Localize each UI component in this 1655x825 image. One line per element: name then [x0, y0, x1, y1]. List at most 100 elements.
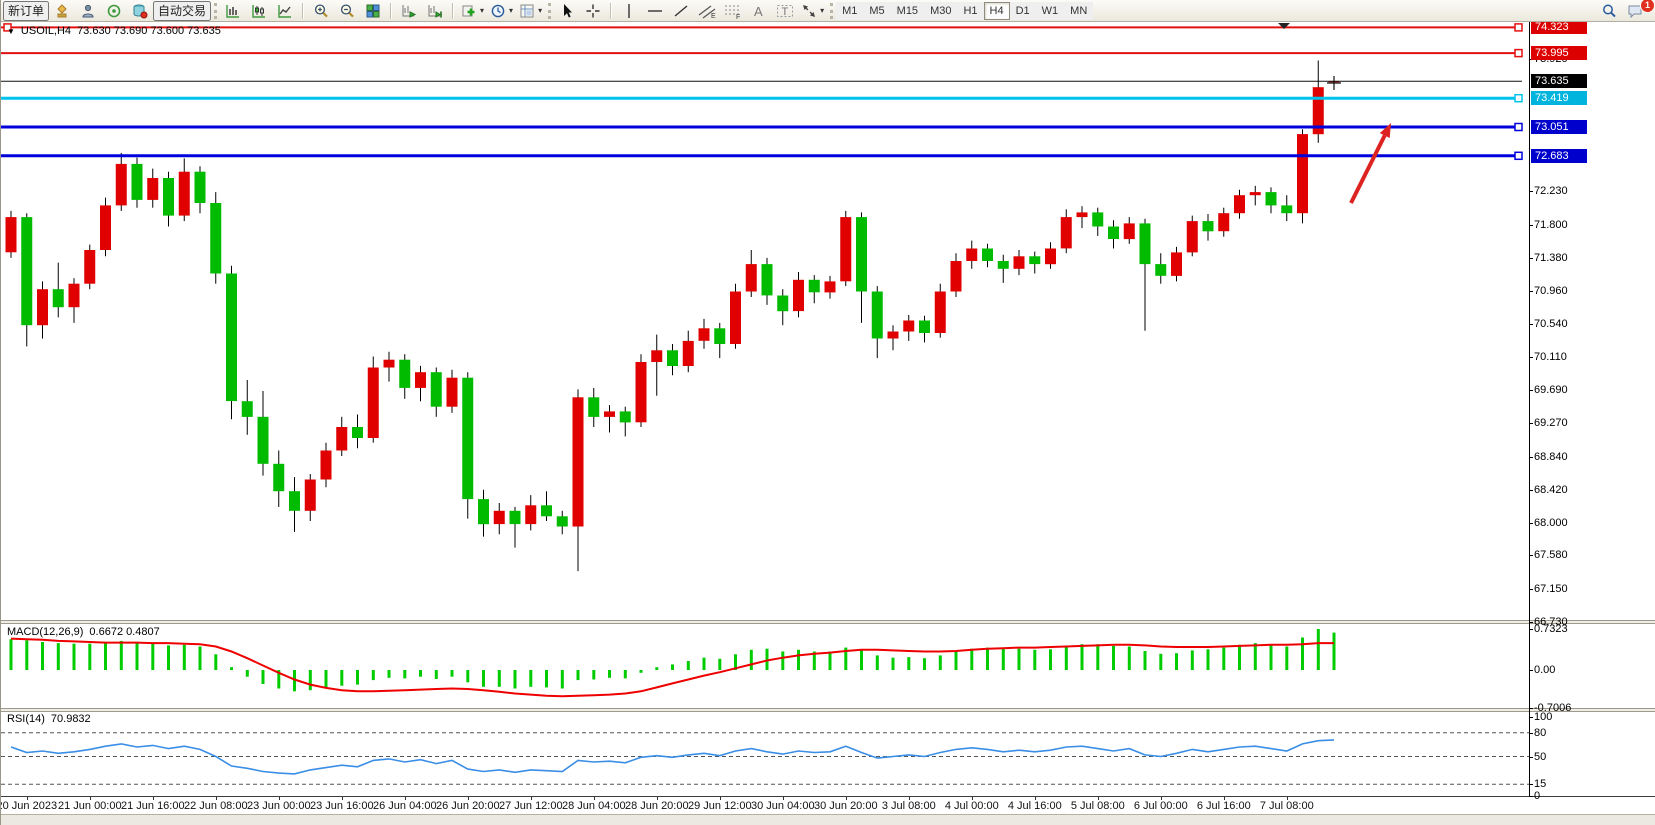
add-indicator-icon[interactable]: ▾	[458, 1, 487, 21]
user-icon[interactable]	[75, 1, 101, 21]
timeframe-m1[interactable]: M1	[836, 1, 864, 20]
templates-icon[interactable]: ▾	[516, 1, 545, 21]
time-tick-label: 26 Jun 20:00	[435, 800, 500, 812]
candle-body	[5, 217, 17, 253]
macd-values: 0.6672 0.4807	[89, 626, 160, 638]
fibonacci-icon[interactable]: F	[720, 1, 746, 21]
candle-body	[619, 411, 631, 423]
arrows-tool-icon[interactable]: ▾	[798, 1, 827, 21]
rsi-axis-label: 0	[1534, 790, 1541, 802]
main-chart-canvas[interactable]	[1, 22, 1529, 620]
timeframe-mn[interactable]: MN	[1064, 1, 1094, 20]
macd-histogram-bar	[356, 670, 359, 685]
trend-arrow-annotation[interactable]	[1349, 134, 1387, 204]
rsi-panel-canvas[interactable]	[1, 712, 1529, 796]
timeframe-h4[interactable]: H4	[983, 1, 1010, 20]
candle-body	[21, 217, 33, 326]
candle-body	[241, 401, 253, 417]
cursor-icon[interactable]	[554, 1, 580, 21]
price-badge-73.635: 73.635	[1531, 74, 1587, 89]
bar-chart-icon[interactable]	[220, 1, 246, 21]
panel-separator[interactable]	[1, 708, 1655, 712]
candle-body	[808, 279, 820, 293]
timeframe-m30[interactable]: M30	[924, 1, 958, 20]
trendline-icon[interactable]	[668, 1, 694, 21]
time-axis-border	[1, 796, 1655, 797]
timeframe-h1[interactable]: H1	[957, 1, 984, 20]
macd-histogram-bar	[1285, 646, 1289, 670]
text-tool-icon[interactable]: A	[746, 1, 772, 21]
zoom-out-icon[interactable]	[334, 1, 360, 21]
macd-histogram-bar	[466, 670, 470, 683]
time-tick-dash	[971, 797, 973, 800]
toolbar-separator	[390, 2, 393, 19]
macd-axis-label: 0.00	[1534, 664, 1556, 676]
chart-shift-marker-icon[interactable]	[1278, 23, 1290, 29]
periods-icon[interactable]: ▾	[487, 1, 516, 21]
candle-body	[1155, 264, 1167, 276]
candle-body	[115, 163, 127, 206]
notification-badge: 1	[1640, 0, 1655, 13]
zoom-in-icon[interactable]	[308, 1, 334, 21]
timeframe-d1[interactable]: D1	[1009, 1, 1036, 20]
macd-histogram-bar	[529, 670, 533, 687]
time-tick-dash	[593, 797, 595, 800]
tile-windows-icon[interactable]	[360, 1, 386, 21]
window-bottom-strip	[1, 814, 1655, 825]
time-tick-dash	[215, 797, 217, 800]
timeframe-m15[interactable]: M15	[890, 1, 925, 20]
line-handle[interactable]	[1514, 48, 1523, 58]
candle-body	[352, 427, 363, 438]
time-axis[interactable]: 20 Jun 2023 21 Jun 00:00 21 Jun 16:00 22 Ju…	[1, 797, 1655, 813]
candle-body	[856, 217, 867, 292]
line-handle[interactable]	[3, 23, 12, 32]
macd-tick-dash	[1529, 670, 1533, 671]
time-tick-dash	[719, 797, 721, 800]
price-tick-label: 72.230	[1534, 185, 1568, 198]
candle-body	[777, 295, 789, 312]
panel-separator[interactable]	[1, 620, 1655, 624]
candle-body	[226, 273, 237, 402]
autotrade-icon[interactable]	[127, 1, 153, 21]
chat-icon[interactable]: 1	[1622, 0, 1655, 21]
macd-histogram-bar	[1269, 644, 1273, 670]
line-handle[interactable]	[1514, 23, 1523, 32]
broadcast-icon[interactable]	[101, 1, 127, 21]
candle-body	[1060, 217, 1072, 249]
candle-body	[556, 516, 568, 527]
macd-histogram-bar	[608, 670, 611, 678]
candle-body	[399, 359, 411, 388]
line-handle[interactable]	[1514, 93, 1523, 103]
search-icon[interactable]	[1596, 1, 1622, 21]
candle-chart-icon[interactable]	[246, 1, 272, 21]
macd-histogram-bar	[734, 654, 737, 670]
equidistant-channel-icon[interactable]: E	[694, 1, 720, 21]
time-tick-dash	[26, 797, 28, 800]
toolbar-separator	[452, 2, 455, 19]
autotrade-button[interactable]: 自动交易	[153, 0, 212, 21]
time-tick-label: 22 Jun 08:00	[183, 800, 248, 812]
one-click-trading-toggle-icon[interactable]: ▼	[7, 26, 15, 36]
new-order-button[interactable]: 新订单	[3, 0, 50, 21]
timeframe-w1[interactable]: W1	[1035, 1, 1065, 20]
candle-body	[131, 163, 143, 200]
stamp-icon[interactable]	[49, 1, 75, 21]
timeframe-m5[interactable]: M5	[863, 1, 891, 20]
chart-shift-icon[interactable]	[422, 1, 448, 21]
macd-title: MACD(12,26,9) 0.6672 0.4807	[7, 626, 160, 638]
text-label-icon[interactable]: T	[772, 1, 798, 21]
macd-panel-canvas[interactable]	[1, 624, 1529, 709]
candle-body	[68, 283, 80, 308]
horizontal-line-icon[interactable]	[642, 1, 668, 21]
candle-body	[257, 416, 269, 464]
time-tick-label: 3 Jul 08:00	[881, 800, 936, 812]
line-chart-icon[interactable]	[272, 1, 298, 21]
vertical-line-icon[interactable]	[616, 1, 642, 21]
candle-body	[667, 350, 678, 366]
line-handle[interactable]	[1514, 122, 1523, 132]
candle-body	[541, 505, 552, 517]
auto-scroll-icon[interactable]	[396, 1, 422, 21]
time-tick-label: 28 Jun 04:00	[561, 800, 626, 812]
crosshair-icon[interactable]	[580, 1, 606, 21]
line-handle[interactable]	[1514, 151, 1523, 161]
